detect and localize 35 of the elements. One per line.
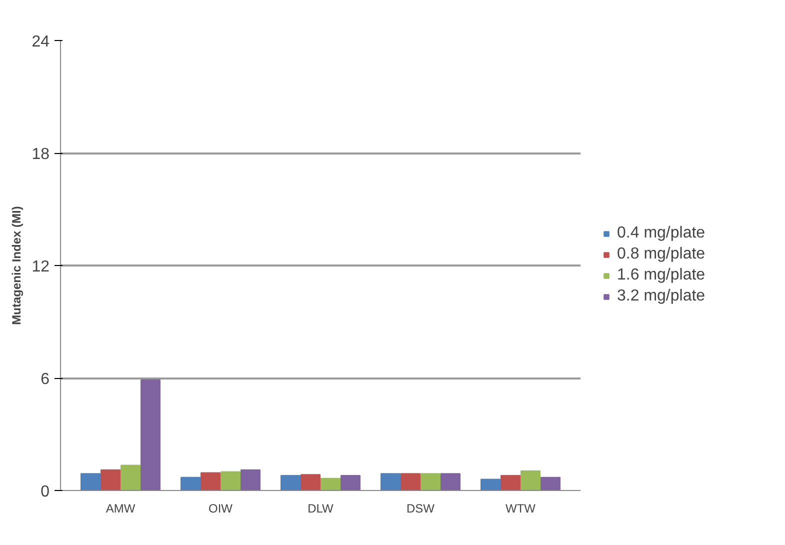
bar bbox=[440, 473, 460, 490]
bar bbox=[220, 471, 240, 490]
bar bbox=[80, 473, 100, 490]
x-tick-label: DSW bbox=[406, 502, 436, 516]
y-tick-label: 18 bbox=[32, 146, 50, 163]
bar bbox=[140, 379, 160, 490]
bar bbox=[320, 478, 340, 490]
legend-label: 3.2 mg/plate bbox=[617, 288, 706, 306]
bar bbox=[100, 469, 120, 490]
bar bbox=[500, 475, 520, 490]
legend-label: 0.4 mg/plate bbox=[617, 224, 706, 242]
x-tick-label: AMW bbox=[106, 502, 136, 516]
bar bbox=[280, 475, 300, 490]
x-tick-label: WTW bbox=[506, 502, 536, 516]
bar bbox=[520, 470, 540, 490]
bar bbox=[300, 474, 320, 490]
bar bbox=[420, 473, 440, 490]
y-tick-label: 24 bbox=[32, 34, 50, 50]
bar bbox=[180, 476, 200, 490]
bar bbox=[120, 464, 140, 490]
x-tick-label: DLW bbox=[308, 502, 334, 516]
bar bbox=[540, 476, 560, 490]
bar bbox=[380, 473, 400, 490]
bar bbox=[200, 472, 220, 490]
y-tick-label: 6 bbox=[40, 371, 50, 388]
bar bbox=[240, 469, 260, 490]
bar bbox=[400, 473, 420, 490]
x-tick-label: OIW bbox=[208, 502, 234, 516]
legend-label: 0.8 mg/plate bbox=[617, 246, 706, 264]
bar bbox=[340, 475, 360, 490]
legend-label: 1.6 mg/plate bbox=[617, 266, 706, 284]
y-tick-label: 12 bbox=[32, 258, 50, 276]
y-tick-label: 0 bbox=[40, 484, 50, 500]
y-axis-title: Mutagenic Index (MI) bbox=[10, 206, 24, 325]
bar bbox=[480, 478, 500, 490]
